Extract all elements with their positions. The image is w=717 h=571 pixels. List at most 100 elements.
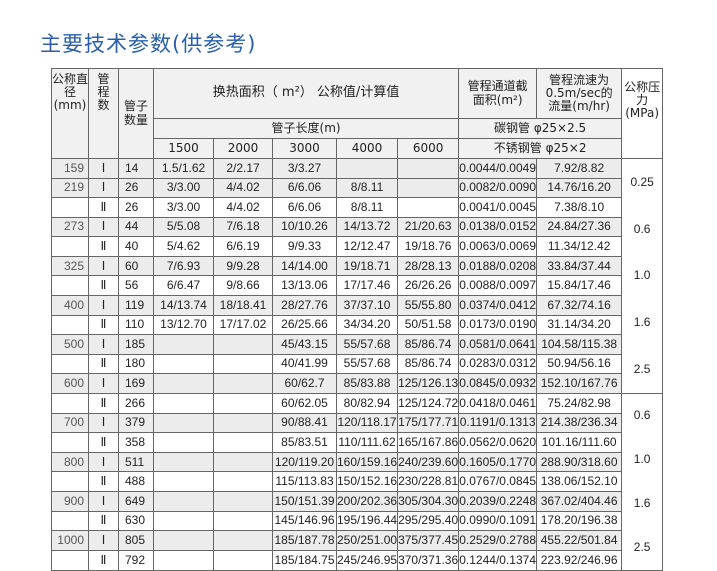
pressure-value: 2.5 <box>633 361 651 376</box>
cell-flow: 33.84/37.44 <box>536 255 623 277</box>
cell-passes: Ⅰ <box>88 295 119 316</box>
header-section: 管程通道截面积(m²) <box>458 68 538 119</box>
cell-area: 13/13.06 <box>272 275 337 297</box>
cell-area: 50/51.58 <box>397 314 460 336</box>
cell-passes: Ⅱ <box>88 549 119 571</box>
table-row: Ⅱ 56 6/6.47 9/8.66 13/13.06 17/17.46 26/26.26 0… <box>51 275 663 297</box>
cell-area: 195/196.44 <box>335 510 399 532</box>
cell-area: 37/37.10 <box>335 295 399 316</box>
cell-section: 0.0418/0.0461 <box>458 393 538 414</box>
cell-area: 55/55.80 <box>397 295 460 316</box>
cell-section: 0.0188/0.0208 <box>458 255 538 277</box>
cell-area <box>213 549 273 571</box>
cell-section: 0.0845/0.0932 <box>458 373 538 394</box>
cell-area: 60/62.05 <box>272 393 337 414</box>
table-row: 325 Ⅰ 60 7/6.93 9/9.28 14/14.00 19/18.71 28/28.… <box>51 255 663 277</box>
cell-dn <box>51 393 89 414</box>
cell-tubes: 14 <box>118 158 154 179</box>
cell-passes: Ⅱ <box>88 236 119 257</box>
cell-dn <box>51 432 89 453</box>
cell-area: 85/83.88 <box>335 373 399 394</box>
cell-area <box>153 549 214 571</box>
cell-area: 26/26.26 <box>397 275 460 297</box>
cell-area: 5/4.62 <box>153 236 214 257</box>
cell-section: 0.0082/0.0090 <box>458 177 538 199</box>
header-length-3000: 3000 <box>272 138 337 159</box>
cell-passes: Ⅱ <box>88 275 119 297</box>
cell-passes: Ⅱ <box>88 393 119 414</box>
cell-flow: 11.34/12.42 <box>536 236 623 257</box>
cell-area: 4/4.02 <box>213 197 273 218</box>
cell-passes: Ⅱ <box>88 353 119 375</box>
cell-pressure-group: 0.25 0.6 1.0 1.6 2.5 <box>621 158 664 394</box>
cell-area: 295/295.40 <box>397 510 460 532</box>
cell-section: 0.0138/0.0152 <box>458 216 538 238</box>
cell-area: 150/151.39 <box>272 491 337 512</box>
header-pressure: 公称压力(MPa) <box>621 68 664 159</box>
cell-area: 85/83.51 <box>272 432 337 453</box>
cell-area: 55/57.68 <box>335 334 399 355</box>
cell-dn <box>51 353 89 375</box>
table-row: 400 Ⅰ 119 14/13.74 18/18.41 28/27.76 37/37.10 5… <box>51 295 663 316</box>
cell-area <box>153 432 214 453</box>
table-row: Ⅱ 110 13/12.70 17/17.02 26/25.66 34/34.20 50/5… <box>51 314 663 336</box>
cell-tubes: 44 <box>118 216 154 238</box>
cell-pressure-group: 0.6 1.0 1.6 2.5 <box>621 393 664 571</box>
cell-tubes: 185 <box>118 334 154 355</box>
cell-area: 10/10.26 <box>272 216 337 238</box>
cell-area: 19/18.71 <box>335 255 399 277</box>
cell-flow: 288.90/318.60 <box>536 451 623 473</box>
cell-tubes: 630 <box>118 510 154 532</box>
table-row: 159 Ⅰ 14 1.5/1.62 2/2.17 3/3.27 0.0044/0.0049 7… <box>51 158 664 394</box>
cell-dn <box>51 197 89 218</box>
cell-area: 13/12.70 <box>153 314 214 336</box>
cell-area: 6/6.19 <box>213 236 273 257</box>
pressure-value: 0.6 <box>633 221 651 236</box>
cell-area <box>153 393 214 414</box>
cell-area: 5/5.08 <box>153 216 214 238</box>
cell-dn: 1000 <box>51 530 89 551</box>
cell-passes: Ⅰ <box>88 373 119 394</box>
cell-area <box>335 158 399 179</box>
cell-tubes: 110 <box>118 314 154 336</box>
cell-area: 8/8.11 <box>335 177 399 199</box>
cell-area <box>153 451 214 473</box>
cell-area: 12/12.47 <box>335 236 399 257</box>
cell-area: 85/86.74 <box>397 334 460 355</box>
cell-area <box>213 432 273 453</box>
table-row: Ⅱ 26 3/3.00 4/4.02 6/6.06 8/8.11 0.0041/0.0045… <box>51 197 663 218</box>
cell-area <box>213 510 273 532</box>
cell-area: 245/246.95 <box>335 549 399 571</box>
cell-area: 240/239.60 <box>397 451 460 473</box>
cell-flow: 101.16/111.60 <box>536 432 623 453</box>
table-row: 800 Ⅰ 511 120/119.20 160/159.16 240/239.60 0.1… <box>51 451 663 473</box>
table-row: Ⅱ 358 85/83.51 110/111.62 165/167.86 0.0562/0… <box>51 432 663 453</box>
cell-tubes: 792 <box>118 549 154 571</box>
cell-area: 28/27.76 <box>272 295 337 316</box>
cell-dn <box>51 314 89 336</box>
cell-area: 305/304.30 <box>397 491 460 512</box>
cell-area: 3/3.27 <box>272 158 337 179</box>
cell-section: 0.0374/0.0412 <box>458 295 538 316</box>
cell-section: 0.0044/0.0049 <box>458 158 538 179</box>
cell-tubes: 649 <box>118 491 154 512</box>
cell-dn: 700 <box>51 412 89 434</box>
cell-area <box>213 491 273 512</box>
cell-tubes: 379 <box>118 412 154 434</box>
cell-flow: 178.20/196.38 <box>536 510 623 532</box>
cell-passes: Ⅰ <box>88 412 119 434</box>
cell-dn: 400 <box>51 295 89 316</box>
cell-tubes: 26 <box>118 197 154 218</box>
cell-flow: 455.22/501.84 <box>536 530 623 551</box>
table-row: 900 Ⅰ 649 150/151.39 200/202.36 305/304.30 0.2… <box>51 491 663 512</box>
cell-area: 115/113.83 <box>272 471 337 493</box>
pressure-value: 0.25 <box>630 174 654 189</box>
cell-area: 55/57.68 <box>335 353 399 375</box>
cell-area: 21/20.63 <box>397 216 460 238</box>
cell-flow: 367.02/404.46 <box>536 491 623 512</box>
cell-area: 14/13.72 <box>335 216 399 238</box>
cell-dn: 900 <box>51 491 89 512</box>
cell-area <box>397 158 460 179</box>
table-row: 700 Ⅰ 379 90/88.41 120/118.17 175/177.71 0.119… <box>51 412 663 434</box>
cell-dn <box>51 549 89 571</box>
